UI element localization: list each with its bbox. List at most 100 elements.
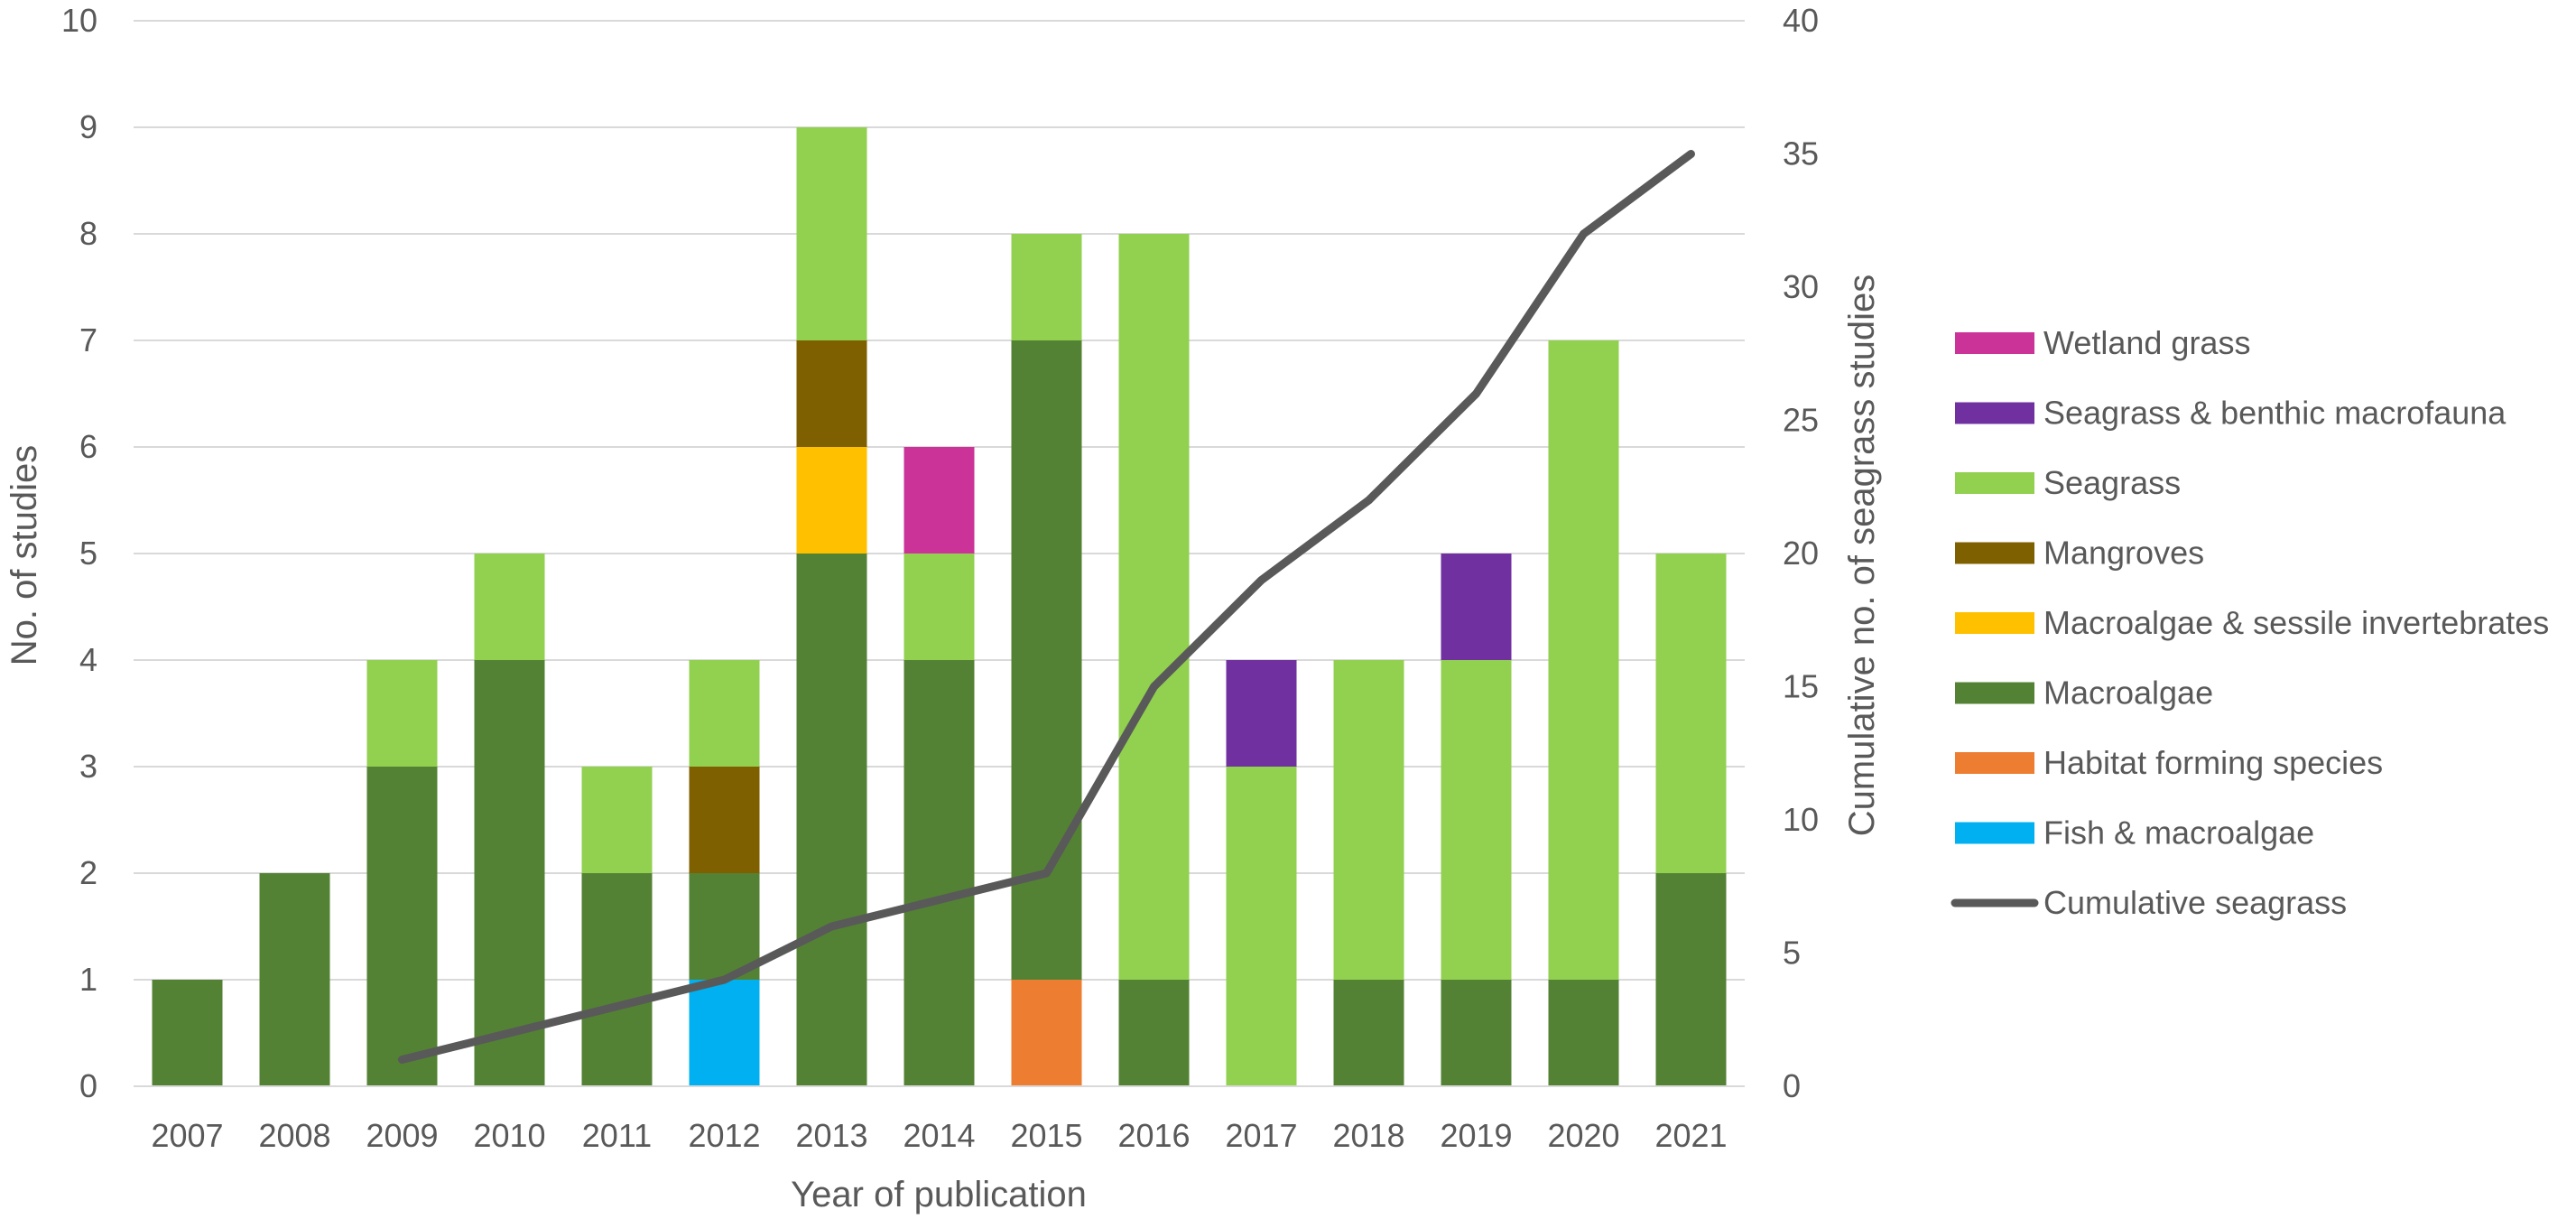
bar-segment-macroalgae-2020 bbox=[1548, 980, 1619, 1086]
x-tick-label: 2007 bbox=[151, 1117, 223, 1154]
legend-swatch bbox=[1955, 472, 2034, 494]
y2-tick-label: 5 bbox=[1783, 935, 1801, 972]
bar-segment-fish-macroalgae-2012 bbox=[689, 980, 760, 1086]
legend-label: Mangroves bbox=[2043, 535, 2204, 572]
y-tick-labels: 0 1 2 3 4 5 6 7 8 9 10 bbox=[61, 2, 97, 1104]
x-tick-label: 2012 bbox=[688, 1117, 760, 1154]
y2-tick-label: 35 bbox=[1783, 135, 1819, 172]
cumulative-point-2021 bbox=[1690, 153, 1692, 155]
legend-label: Fish & macroalgae bbox=[2043, 814, 2314, 851]
x-tick-label: 2015 bbox=[1010, 1117, 1082, 1154]
bar-segment-seagrass-2015 bbox=[1011, 234, 1082, 340]
x-tick-label: 2009 bbox=[366, 1117, 438, 1154]
legend-label: Macroalgae bbox=[2043, 675, 2213, 712]
y-tick-label: 9 bbox=[79, 108, 97, 145]
y2-tick-label: 30 bbox=[1783, 268, 1819, 305]
bar-segment-seagrass-2014 bbox=[903, 554, 975, 660]
bar-segment-mangroves-2013 bbox=[796, 340, 867, 447]
y-tick-label: 6 bbox=[79, 428, 97, 465]
y-tick-label: 4 bbox=[79, 641, 97, 678]
bar-segment-mangroves-2012 bbox=[689, 767, 760, 873]
legend-swatch bbox=[1955, 332, 2034, 354]
bar-segment-seagrass-benthic-macrofauna-2019 bbox=[1441, 554, 1512, 660]
y2-tick-label: 10 bbox=[1783, 801, 1819, 838]
bar-segment-macroalgae-2010 bbox=[474, 660, 545, 1086]
legend-label: Cumulative seagrass bbox=[2043, 884, 2347, 921]
cumulative-point-2018 bbox=[1367, 499, 1370, 501]
y2-axis-title: Cumulative no. of seagrass studies bbox=[1842, 275, 1882, 837]
legend-label: Habitat forming species bbox=[2043, 744, 2383, 781]
x-tick-label: 2016 bbox=[1117, 1117, 1190, 1154]
cumulative-point-2011 bbox=[616, 1005, 618, 1008]
legend-label: Seagrass & benthic macrofauna bbox=[2043, 395, 2507, 432]
cumulative-point-2013 bbox=[830, 926, 833, 927]
y-tick-label: 1 bbox=[79, 961, 97, 998]
x-tick-label: 2011 bbox=[582, 1117, 652, 1154]
legend-label: Macroalgae & sessile invertebrates bbox=[2043, 604, 2549, 641]
cumulative-point-2015 bbox=[1045, 872, 1048, 874]
y2-tick-label: 15 bbox=[1783, 668, 1819, 705]
legend-swatch bbox=[1955, 682, 2034, 704]
y2-tick-label: 40 bbox=[1783, 2, 1819, 39]
legend-swatch bbox=[1955, 612, 2034, 634]
x-tick-label: 2018 bbox=[1332, 1117, 1404, 1154]
cumulative-point-2017 bbox=[1260, 579, 1263, 582]
bar-segment-seagrass-benthic-macrofauna-2017 bbox=[1226, 660, 1297, 767]
cumulative-point-2014 bbox=[938, 898, 941, 901]
x-tick-label: 2020 bbox=[1547, 1117, 1619, 1154]
x-tick-label: 2008 bbox=[258, 1117, 330, 1154]
bar-segment-macroalgae-2008 bbox=[259, 873, 330, 1086]
legend-label: Wetland grass bbox=[2043, 324, 2250, 361]
bar-segment-macroalgae-2016 bbox=[1118, 980, 1190, 1086]
cumulative-point-2016 bbox=[1153, 685, 1155, 688]
x-tick-label: 2010 bbox=[473, 1117, 545, 1154]
legend-swatch bbox=[1955, 822, 2034, 844]
x-tick-labels: 2007 2008 2009 2010 2011 2012 2013 2014 2015 2016… bbox=[151, 1117, 1727, 1154]
bar-segment-seagrass-2018 bbox=[1333, 660, 1404, 980]
bar-segment-wetland-grass-2014 bbox=[903, 447, 975, 554]
y-tick-label: 3 bbox=[79, 748, 97, 785]
bar-segment-seagrass-2019 bbox=[1441, 660, 1512, 980]
bar-segment-macroalgae-2019 bbox=[1441, 980, 1512, 1086]
y-tick-label: 0 bbox=[79, 1067, 97, 1104]
bar-segment-macroalgae-sessile-invertebrates-2013 bbox=[796, 447, 867, 554]
legend-swatch bbox=[1955, 752, 2034, 774]
y2-tick-label: 20 bbox=[1783, 535, 1819, 572]
y2-tick-labels: 0 5 10 15 20 25 30 35 40 bbox=[1783, 2, 1819, 1104]
x-tick-label: 2014 bbox=[903, 1117, 975, 1154]
y-tick-label: 2 bbox=[79, 854, 97, 891]
bar-segment-seagrass-2010 bbox=[474, 554, 545, 660]
bar-segment-seagrass-2017 bbox=[1226, 767, 1297, 1086]
bar-segment-macroalgae-2021 bbox=[1655, 873, 1727, 1086]
bars bbox=[152, 127, 1727, 1086]
cumulative-line-layer bbox=[398, 150, 1695, 1064]
cumulative-point-2020 bbox=[1582, 233, 1585, 235]
bar-segment-macroalgae-2014 bbox=[903, 660, 975, 1086]
legend: Wetland grass Seagrass & benthic macrofau… bbox=[1951, 324, 2549, 921]
bar-segment-seagrass-2011 bbox=[581, 767, 653, 873]
cumulative-point-2009 bbox=[401, 1058, 403, 1061]
x-tick-label: 2021 bbox=[1654, 1117, 1727, 1154]
bar-segment-habitat-forming-species-2015 bbox=[1011, 980, 1082, 1086]
cumulative-point-2012 bbox=[723, 979, 726, 981]
y2-tick-label: 25 bbox=[1783, 402, 1819, 439]
cumulative-point-2010 bbox=[508, 1032, 511, 1034]
bar-segment-seagrass-2020 bbox=[1548, 340, 1619, 980]
cumulative-point-2019 bbox=[1475, 393, 1478, 395]
legend-label: Seagrass bbox=[2043, 464, 2181, 501]
bar-segment-macroalgae-2015 bbox=[1011, 340, 1082, 980]
bar-segment-seagrass-2013 bbox=[796, 127, 867, 340]
bar-segment-macroalgae-2011 bbox=[581, 873, 653, 1086]
y-tick-label: 7 bbox=[79, 321, 97, 358]
bar-segment-macroalgae-2007 bbox=[152, 980, 223, 1086]
bar-segment-macroalgae-2018 bbox=[1333, 980, 1404, 1086]
bar-segment-macroalgae-2012 bbox=[689, 873, 760, 980]
y-tick-label: 10 bbox=[61, 2, 97, 39]
bar-segment-macroalgae-2009 bbox=[366, 767, 438, 1086]
bar-segment-seagrass-2012 bbox=[689, 660, 760, 767]
y-axis-title: No. of studies bbox=[5, 445, 44, 666]
bar-segment-seagrass-2009 bbox=[366, 660, 438, 767]
x-tick-label: 2013 bbox=[795, 1117, 867, 1154]
bar-segment-seagrass-2021 bbox=[1655, 554, 1727, 873]
